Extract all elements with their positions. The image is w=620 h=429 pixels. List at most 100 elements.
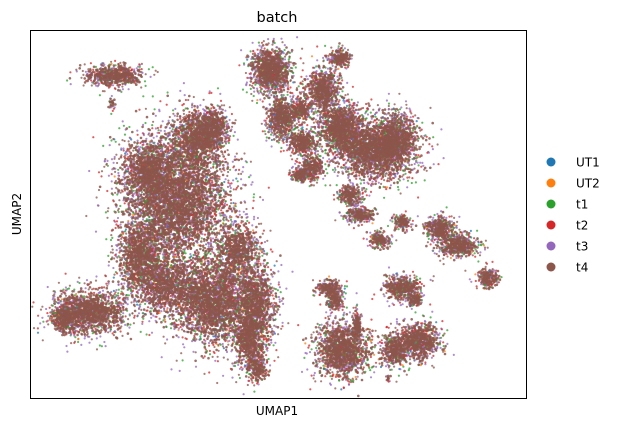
data-point bbox=[106, 163, 108, 165]
data-point bbox=[250, 174, 252, 176]
data-point bbox=[230, 202, 232, 204]
data-point bbox=[108, 175, 110, 177]
data-point bbox=[173, 256, 175, 258]
data-point bbox=[167, 91, 169, 93]
data-point bbox=[168, 149, 170, 151]
data-point bbox=[229, 106, 231, 108]
data-point bbox=[227, 182, 229, 184]
data-point bbox=[122, 88, 124, 90]
data-point bbox=[154, 108, 156, 110]
data-point bbox=[107, 165, 109, 167]
data-point bbox=[203, 99, 205, 101]
data-point bbox=[105, 211, 107, 213]
data-point bbox=[139, 146, 141, 148]
data-point bbox=[110, 234, 112, 236]
data-point bbox=[97, 85, 99, 87]
data-point bbox=[209, 90, 211, 92]
data-point bbox=[253, 193, 255, 195]
data-point bbox=[146, 143, 148, 145]
data-point bbox=[118, 143, 120, 145]
data-point bbox=[203, 112, 205, 114]
data-point bbox=[227, 186, 229, 188]
data-point bbox=[116, 220, 118, 222]
data-point bbox=[111, 180, 113, 182]
data-point bbox=[227, 135, 229, 137]
data-point bbox=[148, 153, 150, 155]
data-point bbox=[153, 74, 155, 76]
data-point bbox=[107, 210, 109, 212]
data-point bbox=[115, 187, 117, 189]
data-point bbox=[112, 138, 114, 140]
data-point bbox=[202, 244, 204, 246]
data-point bbox=[205, 243, 207, 245]
data-point bbox=[174, 108, 176, 110]
data-point bbox=[172, 119, 174, 121]
data-point bbox=[218, 193, 220, 195]
data-point bbox=[102, 145, 104, 147]
data-point bbox=[231, 113, 233, 115]
data-point bbox=[98, 83, 100, 85]
data-point bbox=[116, 193, 118, 195]
data-point bbox=[122, 147, 124, 149]
data-point bbox=[229, 169, 231, 171]
data-point bbox=[115, 255, 117, 257]
data-point bbox=[150, 76, 152, 78]
data-point bbox=[232, 202, 234, 204]
data-point bbox=[87, 71, 89, 73]
data-point bbox=[152, 121, 154, 123]
data-point bbox=[214, 221, 216, 223]
data-point bbox=[98, 189, 100, 191]
data-point bbox=[221, 104, 223, 106]
data-point bbox=[128, 126, 130, 128]
data-point bbox=[87, 68, 89, 70]
data-point bbox=[141, 68, 143, 70]
data-point bbox=[158, 132, 160, 134]
chart-title: batch bbox=[257, 10, 298, 26]
data-point bbox=[118, 199, 120, 201]
data-point bbox=[258, 223, 260, 225]
data-point bbox=[115, 223, 117, 225]
data-point bbox=[243, 211, 245, 213]
data-point bbox=[163, 144, 165, 146]
data-point bbox=[227, 171, 229, 173]
data-point bbox=[220, 100, 222, 102]
data-point bbox=[110, 113, 112, 115]
data-point bbox=[268, 187, 270, 189]
data-point bbox=[158, 110, 160, 112]
data-point bbox=[176, 126, 178, 128]
data-point bbox=[212, 163, 214, 165]
data-point bbox=[221, 142, 223, 144]
data-point bbox=[219, 214, 221, 216]
data-point bbox=[197, 231, 199, 233]
data-point bbox=[75, 69, 77, 71]
data-point bbox=[145, 138, 147, 140]
data-point bbox=[110, 139, 112, 141]
data-point bbox=[240, 178, 242, 180]
data-point bbox=[115, 154, 117, 156]
data-point bbox=[114, 175, 116, 177]
data-point bbox=[204, 234, 206, 236]
data-point bbox=[251, 181, 253, 183]
data-point bbox=[226, 218, 228, 220]
data-point bbox=[132, 150, 134, 152]
data-point bbox=[158, 129, 160, 131]
data-point bbox=[166, 104, 168, 106]
data-point bbox=[82, 70, 84, 72]
data-point bbox=[170, 130, 172, 132]
data-point bbox=[157, 142, 159, 144]
data-point bbox=[117, 172, 119, 174]
data-point bbox=[85, 71, 87, 73]
data-point bbox=[178, 174, 180, 176]
data-point bbox=[145, 73, 147, 75]
data-point bbox=[179, 90, 181, 92]
data-point bbox=[174, 115, 176, 117]
data-point bbox=[210, 167, 212, 169]
data-point bbox=[172, 128, 174, 130]
data-point bbox=[185, 252, 187, 254]
data-point bbox=[138, 109, 140, 111]
data-point bbox=[219, 212, 221, 214]
data-point bbox=[131, 68, 133, 70]
data-point bbox=[229, 205, 231, 207]
data-point bbox=[126, 153, 128, 155]
data-point bbox=[102, 90, 104, 92]
